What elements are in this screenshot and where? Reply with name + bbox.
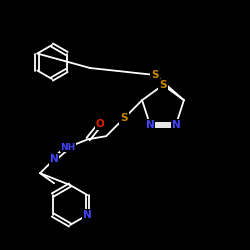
Text: O: O [96, 119, 104, 129]
Text: S: S [120, 113, 128, 123]
Text: S: S [151, 70, 159, 80]
Text: N: N [146, 120, 154, 130]
Text: N: N [172, 120, 180, 130]
Text: N: N [50, 154, 58, 164]
Text: N: N [83, 210, 92, 220]
Text: S: S [159, 80, 167, 90]
Text: NH: NH [60, 143, 76, 152]
